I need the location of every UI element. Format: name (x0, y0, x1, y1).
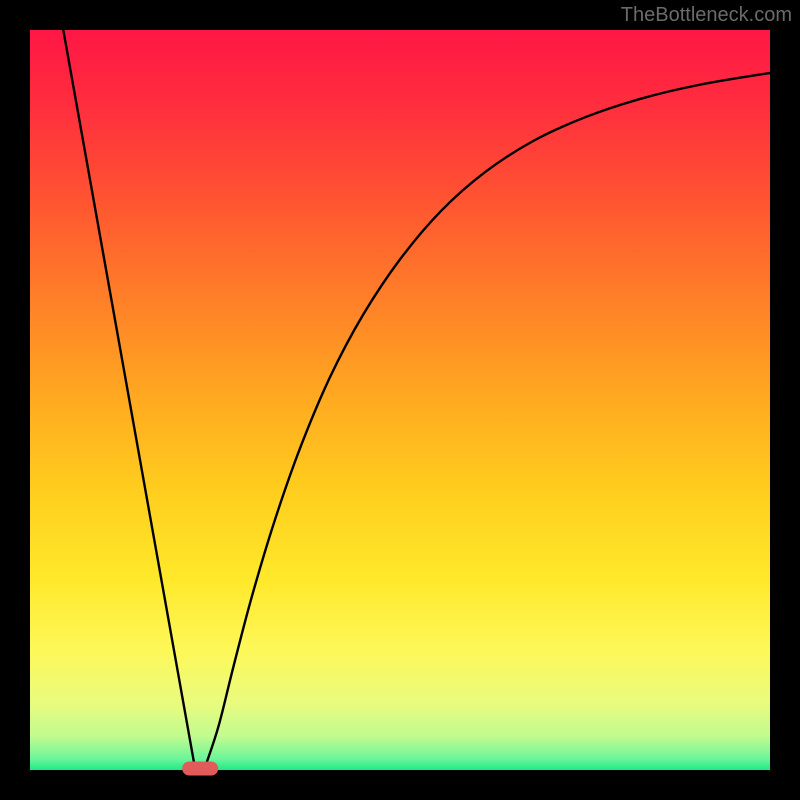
watermark-text: TheBottleneck.com (621, 4, 792, 27)
plot-area (30, 30, 770, 770)
min-marker (182, 762, 218, 776)
chart-container: TheBottleneck.com (0, 0, 800, 800)
chart-svg (0, 0, 800, 800)
